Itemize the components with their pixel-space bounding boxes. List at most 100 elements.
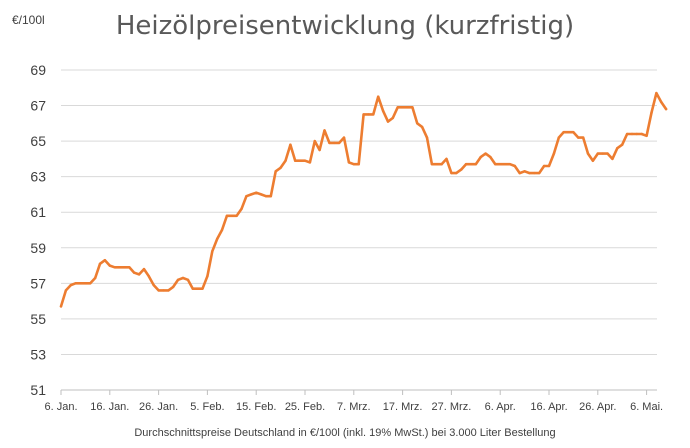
data-point bbox=[186, 278, 190, 281]
chart-title: Heizölpreisentwicklung (kurzfristig) bbox=[116, 11, 574, 41]
y-axis-unit-label: €/100l bbox=[12, 13, 45, 27]
data-point bbox=[308, 161, 312, 164]
data-point bbox=[469, 163, 473, 166]
data-point bbox=[445, 157, 448, 161]
data-point bbox=[279, 166, 282, 169]
data-point bbox=[601, 152, 604, 155]
data-point bbox=[255, 191, 258, 194]
y-tick-label: 57 bbox=[30, 275, 46, 291]
series-layer bbox=[59, 91, 668, 308]
data-point bbox=[557, 136, 560, 139]
data-point bbox=[357, 163, 360, 166]
data-point bbox=[298, 159, 302, 162]
data-point bbox=[591, 159, 595, 162]
x-axis-ticks: 6. Jan. 16. Jan. 26. Jan. 5. Feb. 15. Feb. 25… bbox=[44, 390, 663, 413]
x-tick-label: 25. Feb. bbox=[285, 401, 325, 413]
y-tick-label: 55 bbox=[30, 311, 46, 327]
y-tick-label: 51 bbox=[30, 382, 46, 398]
data-point bbox=[420, 125, 424, 129]
data-point bbox=[176, 278, 180, 281]
data-point bbox=[225, 214, 229, 217]
data-point bbox=[98, 262, 102, 265]
data-point bbox=[235, 214, 238, 217]
y-tick-label: 61 bbox=[30, 204, 46, 220]
data-point bbox=[499, 163, 502, 166]
y-axis-ticks: 51 53 55 57 59 61 63 65 67 69 bbox=[30, 62, 46, 398]
data-point bbox=[274, 170, 277, 173]
data-point bbox=[347, 161, 351, 164]
x-tick-label: 16. Apr. bbox=[530, 401, 567, 413]
data-point bbox=[216, 237, 219, 241]
data-point bbox=[152, 283, 155, 287]
data-point bbox=[333, 141, 336, 145]
data-point bbox=[362, 113, 365, 116]
data-point bbox=[523, 170, 526, 173]
data-point bbox=[157, 289, 160, 292]
data-point bbox=[416, 122, 419, 125]
data-point bbox=[133, 271, 136, 274]
data-point bbox=[367, 113, 370, 116]
gridlines bbox=[61, 69, 657, 355]
data-point bbox=[89, 282, 92, 285]
data-point bbox=[240, 207, 243, 210]
y-tick-label: 53 bbox=[30, 346, 46, 362]
data-point bbox=[113, 266, 116, 269]
y-tick-label: 67 bbox=[30, 98, 46, 114]
data-point bbox=[572, 131, 575, 134]
price-series-points bbox=[59, 91, 668, 308]
data-point bbox=[542, 164, 546, 168]
data-point bbox=[655, 91, 658, 95]
data-point bbox=[406, 106, 409, 109]
x-tick-label: 5. Feb. bbox=[190, 401, 224, 413]
x-tick-label: 27. Mrz. bbox=[432, 401, 472, 413]
data-point bbox=[84, 282, 87, 285]
data-point bbox=[206, 275, 209, 278]
data-point bbox=[401, 106, 404, 109]
y-tick-label: 63 bbox=[30, 169, 46, 185]
data-point bbox=[352, 163, 355, 166]
data-point bbox=[440, 163, 443, 166]
data-point bbox=[167, 289, 170, 292]
price-series-line bbox=[59, 91, 668, 308]
data-point bbox=[328, 141, 331, 145]
data-point bbox=[284, 159, 287, 162]
data-point bbox=[220, 228, 224, 232]
data-point bbox=[69, 283, 73, 287]
data-point bbox=[562, 131, 565, 134]
data-point bbox=[538, 171, 541, 175]
data-point bbox=[547, 164, 551, 168]
data-point bbox=[377, 95, 380, 98]
data-point bbox=[494, 163, 497, 166]
data-point bbox=[342, 136, 346, 139]
data-point bbox=[372, 113, 375, 116]
data-point bbox=[123, 266, 126, 269]
data-point bbox=[664, 107, 668, 111]
data-point bbox=[513, 164, 516, 168]
data-point bbox=[635, 132, 638, 136]
data-point bbox=[450, 171, 453, 175]
data-point bbox=[650, 111, 653, 114]
data-point bbox=[616, 147, 619, 150]
data-point bbox=[269, 195, 272, 198]
data-point bbox=[464, 163, 468, 166]
data-point bbox=[128, 266, 131, 269]
data-point bbox=[211, 250, 214, 253]
data-point bbox=[94, 276, 97, 280]
data-point bbox=[74, 282, 77, 285]
data-point bbox=[430, 163, 434, 166]
x-tick-label: 6. Jan. bbox=[44, 401, 77, 413]
data-point bbox=[250, 193, 253, 196]
x-tick-label: 17. Mrz. bbox=[383, 401, 423, 413]
data-point bbox=[313, 139, 316, 143]
data-point bbox=[201, 287, 204, 290]
x-tick-label: 7. Mrz. bbox=[337, 401, 371, 413]
x-tick-label: 15. Feb. bbox=[236, 401, 276, 413]
data-point bbox=[147, 275, 150, 278]
data-point bbox=[552, 152, 556, 155]
data-point bbox=[108, 264, 112, 267]
data-point bbox=[508, 163, 512, 166]
data-point bbox=[425, 136, 429, 139]
data-point bbox=[142, 267, 146, 271]
data-point bbox=[391, 116, 394, 120]
x-tick-label: 16. Jan. bbox=[90, 401, 129, 413]
